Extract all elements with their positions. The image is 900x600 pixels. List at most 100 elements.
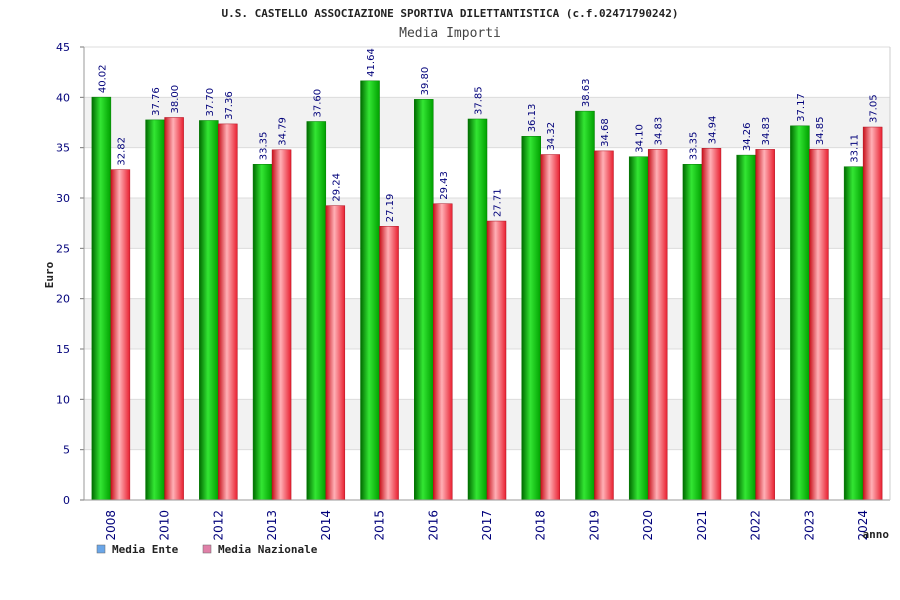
x-tick-label: 2014 — [319, 510, 333, 541]
value-label: 37.05 — [869, 94, 880, 123]
value-label: 34.26 — [742, 122, 753, 151]
value-label: 34.68 — [600, 118, 611, 147]
bar-media-nazionale — [271, 149, 292, 501]
value-label: 34.83 — [761, 117, 772, 146]
x-tick-label: 2024 — [856, 510, 870, 541]
y-tick-label: 15 — [56, 343, 70, 356]
y-tick-label: 25 — [56, 242, 70, 255]
value-label: 33.35 — [688, 132, 699, 161]
value-label: 34.85 — [815, 117, 826, 146]
value-label: 27.19 — [385, 194, 396, 223]
bar-media-nazionale — [809, 148, 829, 501]
value-label: 34.32 — [546, 122, 557, 151]
bar-media-nazionale — [701, 148, 722, 501]
value-label: 29.43 — [439, 171, 450, 200]
bar-media-ente — [843, 166, 864, 501]
x-tick-label: 2023 — [802, 510, 816, 541]
value-label: 40.02 — [97, 64, 108, 93]
bar-media-ente — [628, 156, 649, 501]
bar-media-ente — [790, 125, 810, 501]
value-label: 37.85 — [474, 86, 485, 115]
bar-media-nazionale — [218, 123, 238, 501]
bar-media-nazionale — [540, 154, 560, 501]
bar-media-nazionale — [755, 149, 775, 501]
y-tick-label: 45 — [56, 41, 70, 54]
bar-media-nazionale — [164, 117, 184, 501]
x-tick-label: 2016 — [426, 510, 440, 541]
legend-label: Media Ente — [112, 543, 179, 556]
bar-media-nazionale — [647, 149, 668, 501]
axes — [83, 47, 891, 501]
bar-media-nazionale — [110, 169, 131, 501]
x-axis-label: anno — [863, 528, 890, 541]
x-tick-label: 2020 — [641, 510, 655, 541]
value-label: 37.60 — [312, 89, 323, 118]
bar-media-ente — [575, 110, 595, 501]
chart-subtitle: Media Importi — [399, 26, 501, 41]
value-label: 38.00 — [170, 85, 181, 114]
bars — [91, 80, 883, 501]
value-label: 34.94 — [707, 116, 718, 145]
y-tick-label: 40 — [56, 91, 70, 104]
bar-media-ente — [252, 164, 273, 501]
x-tick-label: 2008 — [104, 510, 118, 541]
y-tick-label: 0 — [63, 494, 70, 507]
value-label: 32.82 — [116, 137, 127, 166]
bar-media-ente — [682, 164, 703, 501]
y-tick-labels: 0 5 10 15 20 25 30 35 40 45 — [56, 41, 70, 507]
bar-media-nazionale — [862, 126, 883, 501]
value-label: 34.79 — [278, 117, 289, 146]
value-labels: 40.02 32.82 37.76 38.00 37.70 37.36 33.35 34.79… — [97, 48, 879, 222]
y-tick-label: 20 — [56, 293, 70, 306]
value-label: 41.64 — [366, 48, 377, 77]
value-label: 36.13 — [527, 104, 538, 133]
x-tick-label: 2021 — [695, 510, 709, 541]
x-tick-label: 2010 — [158, 510, 172, 541]
bar-media-ente — [91, 96, 112, 501]
x-tick-labels: 2008 2010 2012 2013 2014 2015 2016 2017 2018 2019… — [104, 510, 870, 541]
bar-media-ente — [199, 120, 219, 501]
legend-swatch — [96, 544, 106, 554]
value-label: 37.36 — [224, 91, 235, 120]
value-label: 29.24 — [331, 173, 342, 202]
bar-media-ente — [736, 154, 756, 501]
value-label: 33.35 — [259, 132, 270, 161]
x-tick-label: 2018 — [534, 510, 548, 541]
bar-media-ente — [467, 118, 488, 501]
value-label: 37.70 — [205, 88, 216, 117]
bar-media-ente — [414, 99, 434, 501]
value-label: 39.80 — [420, 67, 431, 96]
y-axis-label: Euro — [43, 261, 56, 288]
value-label: 37.76 — [151, 87, 162, 116]
bar-media-nazionale — [379, 226, 399, 501]
bar-media-nazionale — [325, 205, 346, 501]
value-label: 33.11 — [850, 134, 861, 163]
value-label: 34.83 — [654, 117, 665, 146]
value-label: 34.10 — [635, 124, 646, 153]
plot-band — [84, 47, 890, 98]
y-tick-label: 30 — [56, 192, 70, 205]
legend-label: Media Nazionale — [218, 543, 318, 556]
bar-media-ente — [521, 136, 541, 501]
x-tick-label: 2013 — [265, 510, 279, 541]
legend-swatch — [202, 544, 212, 554]
legend: Media Ente Media Nazionale — [96, 543, 318, 556]
y-tick-label: 35 — [56, 142, 70, 155]
x-tick-label: 2017 — [480, 510, 494, 541]
value-label: 37.17 — [796, 93, 807, 122]
bar-media-ente — [360, 80, 380, 501]
x-tick-label: 2022 — [749, 510, 763, 541]
bar-media-ente — [306, 121, 327, 501]
bar-media-nazionale — [486, 220, 507, 501]
y-tick-label: 5 — [63, 444, 70, 457]
value-label: 27.71 — [493, 188, 504, 217]
x-tick-label: 2019 — [587, 510, 601, 541]
bar-media-nazionale — [433, 203, 453, 501]
value-label: 38.63 — [581, 78, 592, 107]
y-tick-label: 10 — [56, 393, 70, 406]
x-tick-label: 2012 — [211, 510, 225, 541]
chart-title: U.S. CASTELLO ASSOCIAZIONE SPORTIVA DILE… — [222, 7, 679, 20]
x-tick-label: 2015 — [373, 510, 387, 541]
bar-media-nazionale — [594, 150, 614, 501]
